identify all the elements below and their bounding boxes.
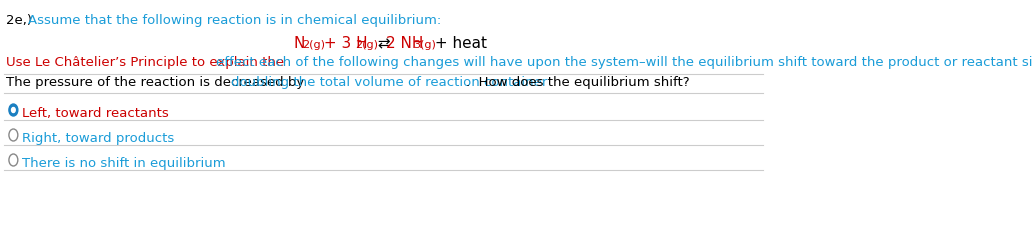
Text: ⇄: ⇄: [373, 36, 390, 51]
Text: 2e,): 2e,): [6, 14, 36, 27]
Circle shape: [11, 108, 15, 113]
Circle shape: [9, 129, 18, 141]
Text: Assume that the following reaction is in chemical equilibrium:: Assume that the following reaction is in…: [29, 14, 442, 27]
Text: effect each of the following changes will have upon the system–will the equilibr: effect each of the following changes wil…: [216, 56, 1032, 69]
Text: 3(g): 3(g): [414, 40, 437, 50]
Text: The pressure of the reaction is decreased by: The pressure of the reaction is decrease…: [6, 76, 309, 89]
Text: There is no shift in equilibrium: There is no shift in equilibrium: [23, 157, 226, 170]
Text: .  How does the equilibrium shift?: . How does the equilibrium shift?: [465, 76, 689, 89]
Text: + heat: + heat: [430, 36, 487, 51]
Text: + 3 H: + 3 H: [319, 36, 368, 51]
Text: doubling the total volume of reaction container: doubling the total volume of reaction co…: [231, 76, 547, 89]
Text: 2(g): 2(g): [302, 40, 325, 50]
Text: N: N: [294, 36, 305, 51]
Text: 2(g): 2(g): [355, 40, 379, 50]
Circle shape: [9, 154, 18, 166]
Text: Right, toward products: Right, toward products: [23, 132, 174, 145]
Text: Left, toward reactants: Left, toward reactants: [23, 107, 169, 120]
Text: Use Le Châtelier’s Principle to explain the: Use Le Châtelier’s Principle to explain …: [6, 56, 288, 69]
Circle shape: [9, 104, 18, 116]
Text: 2 NH: 2 NH: [386, 36, 423, 51]
